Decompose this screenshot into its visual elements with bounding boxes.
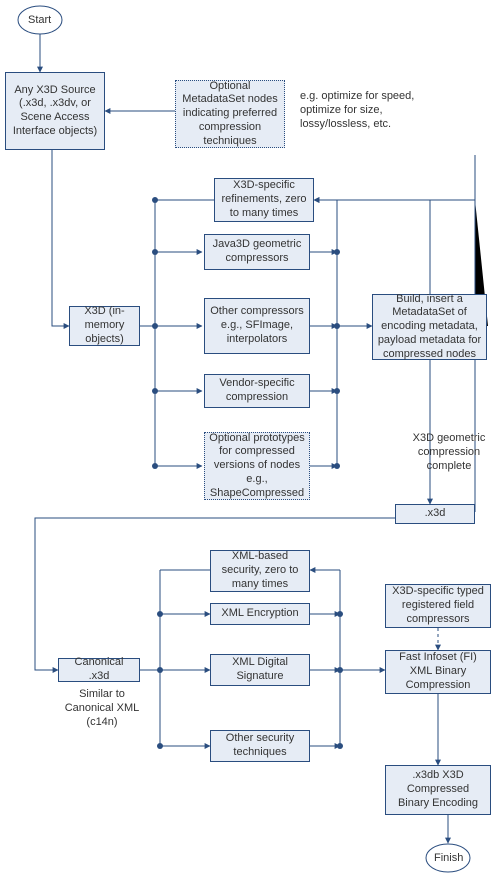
node-meta-optional: Optional MetadataSet nodes indicating pr… <box>175 80 285 148</box>
node-x3d-file: .x3d <box>395 504 475 524</box>
label-geo-complete: X3D geometric compression complete <box>410 432 488 473</box>
note-canonical: Similar to Canonical XML (c14n) <box>58 688 146 729</box>
node-x3db: .x3db X3D Compressed Binary Encoding <box>385 765 491 815</box>
node-source: Any X3D Source (.x3d, .x3dv, or Scene Ac… <box>5 72 105 150</box>
node-xml-encryption: XML Encryption <box>210 603 310 625</box>
node-other-security: Other security techniques <box>210 730 310 762</box>
finish-label: Finish <box>434 852 463 864</box>
node-xml-signature: XML Digital Signature <box>210 654 310 686</box>
annot-optimize: e.g. optimize for speed, optimize for si… <box>300 90 440 131</box>
node-optional-prototypes: Optional prototypes for compressed versi… <box>204 432 310 500</box>
node-typed-compressors: X3D-specific typed registered field comp… <box>385 584 491 628</box>
node-xml-security: XML-based security, zero to many times <box>210 550 310 592</box>
node-fast-infoset: Fast Infoset (FI) XML Binary Compression <box>385 650 491 694</box>
node-vendor-compression: Vendor-specific compression <box>204 374 310 408</box>
node-canonical-x3d: Canonical .x3d <box>58 658 140 682</box>
node-other-compressors: Other compressors e.g., SFImage, interpo… <box>204 298 310 354</box>
node-refinements: X3D-specific refinements, zero to many t… <box>214 178 314 222</box>
node-build-metadataset: Build, insert a MetadataSet of encoding … <box>372 294 487 360</box>
node-java3d: Java3D geometric compressors <box>204 234 310 270</box>
node-x3d-memory: X3D (in-memory objects) <box>69 306 140 346</box>
start-label: Start <box>28 14 51 26</box>
